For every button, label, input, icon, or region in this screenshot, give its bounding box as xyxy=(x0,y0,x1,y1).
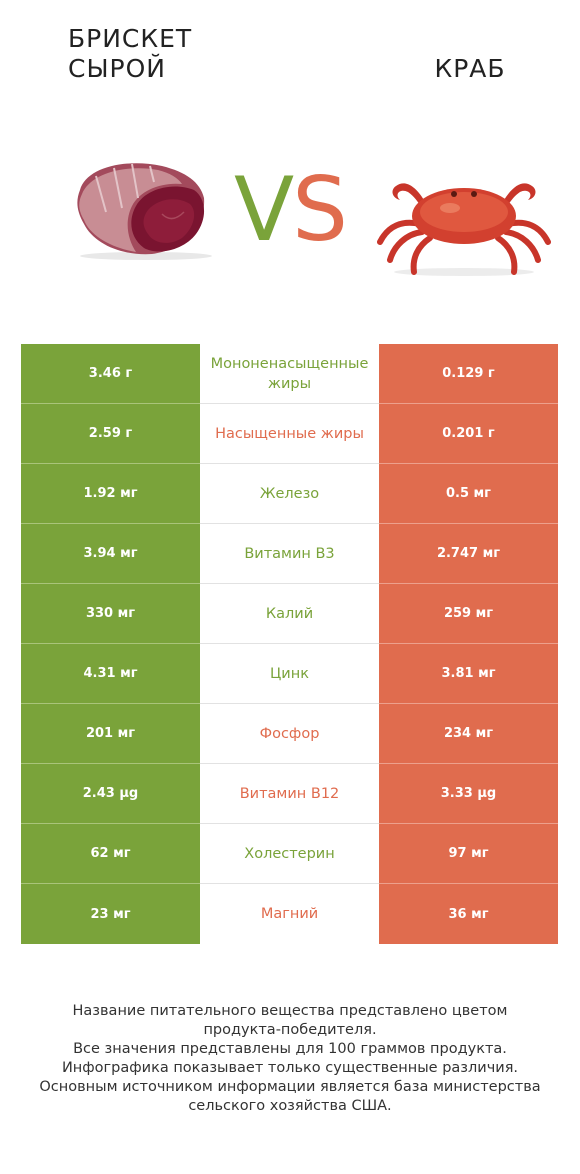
left-value: 2.59 г xyxy=(21,404,200,464)
vs-v-letter: V xyxy=(233,158,294,261)
footer-line: сельского хозяйства США. xyxy=(188,1098,392,1114)
footer-line: Все значения представлены для 100 граммо… xyxy=(73,1041,507,1057)
table-row: 23 мг Магний 36 мг xyxy=(21,884,558,944)
footer-line: продукта-победителя. xyxy=(203,1022,377,1038)
right-value: 259 мг xyxy=(379,584,558,644)
nutrient-name: Витамин B12 xyxy=(200,764,379,824)
footer-line: Основным источником информации является … xyxy=(39,1079,541,1095)
brisket-image xyxy=(66,152,226,262)
left-value: 23 мг xyxy=(21,884,200,944)
right-value: 234 мг xyxy=(379,704,558,764)
right-value: 3.81 мг xyxy=(379,644,558,704)
comparison-table: 3.46 г Мононенасыщенные жиры 0.129 г 2.59 г… xyxy=(21,344,558,944)
right-value: 97 мг xyxy=(379,824,558,884)
footer-line: Инфографика показывает только существенн… xyxy=(61,1060,519,1076)
nutrient-name: Железо xyxy=(200,464,379,524)
right-value: 0.201 г xyxy=(379,404,558,464)
left-value: 62 мг xyxy=(21,824,200,884)
table-row: 2.43 µg Витамин B12 3.33 µg xyxy=(21,764,558,824)
table-row: 3.46 г Мононенасыщенные жиры 0.129 г xyxy=(21,344,558,404)
nutrient-name: Цинк xyxy=(200,644,379,704)
footer-notes: Название питательного вещества представл… xyxy=(20,1002,560,1116)
nutrient-name: Витамин B3 xyxy=(200,524,379,584)
table-row: 62 мг Холестерин 97 мг xyxy=(21,824,558,884)
right-value: 2.747 мг xyxy=(379,524,558,584)
table-row: 330 мг Калий 259 мг xyxy=(21,584,558,644)
vs-label: VS xyxy=(224,160,356,260)
table-row: 3.94 мг Витамин B3 2.747 мг xyxy=(21,524,558,584)
nutrient-name: Мононенасыщенные жиры xyxy=(200,344,379,404)
left-value: 3.46 г xyxy=(21,344,200,404)
left-product-title: БРИСКЕТ СЫРОЙ xyxy=(68,24,268,84)
crab-image xyxy=(374,160,554,280)
table-row: 201 мг Фосфор 234 мг xyxy=(21,704,558,764)
nutrient-name: Насыщенные жиры xyxy=(200,404,379,464)
vs-s-letter: S xyxy=(292,158,348,261)
left-title-line1: БРИСКЕТ xyxy=(68,24,193,53)
right-value: 0.5 мг xyxy=(379,464,558,524)
nutrient-name: Калий xyxy=(200,584,379,644)
nutrient-name: Холестерин xyxy=(200,824,379,884)
table-row: 4.31 мг Цинк 3.81 мг xyxy=(21,644,558,704)
left-value: 201 мг xyxy=(21,704,200,764)
left-value: 1.92 мг xyxy=(21,464,200,524)
right-product-title: КРАБ xyxy=(434,54,506,83)
right-value: 36 мг xyxy=(379,884,558,944)
nutrient-name: Фосфор xyxy=(200,704,379,764)
right-value: 0.129 г xyxy=(379,344,558,404)
right-value: 3.33 µg xyxy=(379,764,558,824)
table-row: 2.59 г Насыщенные жиры 0.201 г xyxy=(21,404,558,464)
table-row: 1.92 мг Железо 0.5 мг xyxy=(21,464,558,524)
left-title-line2: СЫРОЙ xyxy=(68,54,166,83)
nutrient-name: Магний xyxy=(200,884,379,944)
footer-line: Название питательного вещества представл… xyxy=(72,1003,508,1019)
left-value: 330 мг xyxy=(21,584,200,644)
left-value: 4.31 мг xyxy=(21,644,200,704)
left-value: 2.43 µg xyxy=(21,764,200,824)
left-value: 3.94 мг xyxy=(21,524,200,584)
